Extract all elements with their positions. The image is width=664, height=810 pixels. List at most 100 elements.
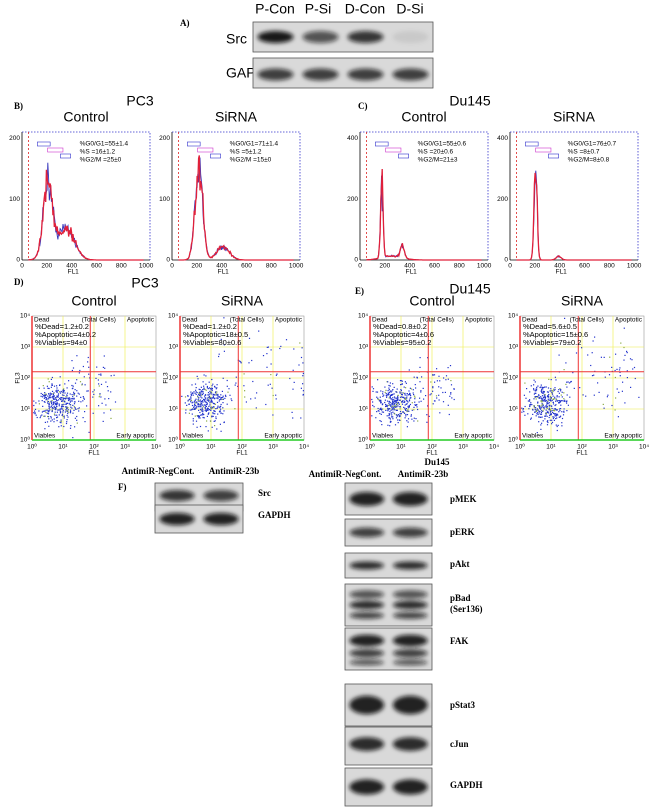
dot bbox=[551, 423, 553, 425]
dot bbox=[302, 372, 304, 375]
dot bbox=[575, 352, 578, 354]
dot bbox=[564, 317, 566, 319]
dot bbox=[35, 414, 37, 416]
dot bbox=[101, 402, 103, 404]
dot bbox=[403, 401, 405, 403]
dot bbox=[594, 336, 596, 338]
dot bbox=[534, 411, 536, 413]
dot bbox=[403, 406, 405, 408]
dot bbox=[559, 400, 561, 402]
dot bbox=[537, 409, 539, 411]
dot bbox=[74, 417, 76, 419]
dot bbox=[380, 408, 382, 411]
dot bbox=[621, 390, 623, 392]
dot bbox=[49, 401, 51, 403]
dot bbox=[545, 409, 547, 411]
dot bbox=[563, 408, 565, 410]
dot bbox=[558, 396, 560, 398]
dot bbox=[229, 394, 231, 396]
dot bbox=[50, 386, 52, 388]
dot bbox=[188, 403, 190, 405]
dot bbox=[62, 399, 64, 401]
dot bbox=[100, 396, 102, 398]
dot bbox=[549, 408, 551, 410]
dot bbox=[105, 381, 107, 383]
band bbox=[302, 31, 339, 43]
gate-marker bbox=[398, 153, 409, 159]
dot bbox=[390, 409, 392, 411]
dot bbox=[71, 384, 73, 387]
dot bbox=[210, 406, 212, 408]
dot bbox=[93, 389, 95, 391]
dot bbox=[200, 394, 202, 396]
dot bbox=[388, 413, 390, 415]
dot bbox=[47, 387, 49, 389]
dot bbox=[544, 397, 547, 399]
dot bbox=[409, 392, 411, 394]
dot bbox=[557, 390, 559, 393]
dot bbox=[243, 385, 245, 387]
dot bbox=[212, 406, 214, 408]
dot bbox=[47, 415, 49, 418]
dot bbox=[388, 397, 390, 399]
dot bbox=[393, 406, 395, 408]
y-tick-label: 10⁰ bbox=[508, 436, 518, 444]
dot bbox=[195, 407, 197, 409]
dot bbox=[383, 394, 385, 396]
dot bbox=[527, 400, 529, 402]
dot bbox=[38, 410, 40, 412]
dot bbox=[215, 397, 217, 399]
dot bbox=[534, 392, 536, 394]
dot bbox=[399, 410, 402, 413]
dot bbox=[544, 398, 546, 400]
dot bbox=[552, 401, 554, 403]
gate-marker bbox=[37, 141, 51, 147]
dot bbox=[546, 395, 549, 398]
dot bbox=[553, 389, 555, 392]
dot bbox=[62, 390, 64, 392]
dot bbox=[392, 418, 394, 420]
dot bbox=[626, 370, 628, 372]
band bbox=[392, 649, 428, 658]
dot bbox=[194, 383, 197, 385]
dot bbox=[541, 392, 543, 394]
dot bbox=[539, 416, 541, 418]
dot bbox=[375, 417, 377, 419]
dot bbox=[196, 415, 198, 417]
dot bbox=[405, 408, 407, 410]
dot bbox=[92, 412, 94, 414]
dot bbox=[573, 387, 575, 389]
dot bbox=[222, 398, 225, 400]
dot bbox=[214, 385, 216, 387]
dot bbox=[539, 413, 541, 415]
dot bbox=[405, 403, 407, 405]
dot bbox=[87, 361, 89, 363]
dot bbox=[544, 406, 546, 408]
plot-border bbox=[22, 131, 151, 260]
dot bbox=[219, 406, 221, 408]
dot bbox=[211, 387, 213, 389]
dot bbox=[80, 396, 82, 398]
quadrant-label: (Total Cells) bbox=[82, 317, 116, 324]
dot bbox=[537, 404, 539, 407]
dot bbox=[198, 400, 200, 403]
dot bbox=[48, 405, 50, 407]
band bbox=[392, 491, 428, 507]
dot bbox=[412, 392, 414, 394]
dot bbox=[72, 404, 74, 406]
dot bbox=[76, 379, 78, 381]
dot bbox=[280, 345, 282, 347]
dot bbox=[195, 420, 198, 422]
dot bbox=[537, 395, 539, 398]
dot bbox=[408, 405, 410, 407]
dot bbox=[52, 401, 54, 403]
dot bbox=[403, 412, 406, 414]
dot bbox=[33, 400, 35, 402]
dot bbox=[371, 398, 373, 401]
dot bbox=[563, 392, 565, 394]
dot bbox=[44, 415, 46, 417]
dot bbox=[524, 382, 526, 384]
dot bbox=[422, 387, 424, 389]
dot bbox=[292, 369, 294, 371]
